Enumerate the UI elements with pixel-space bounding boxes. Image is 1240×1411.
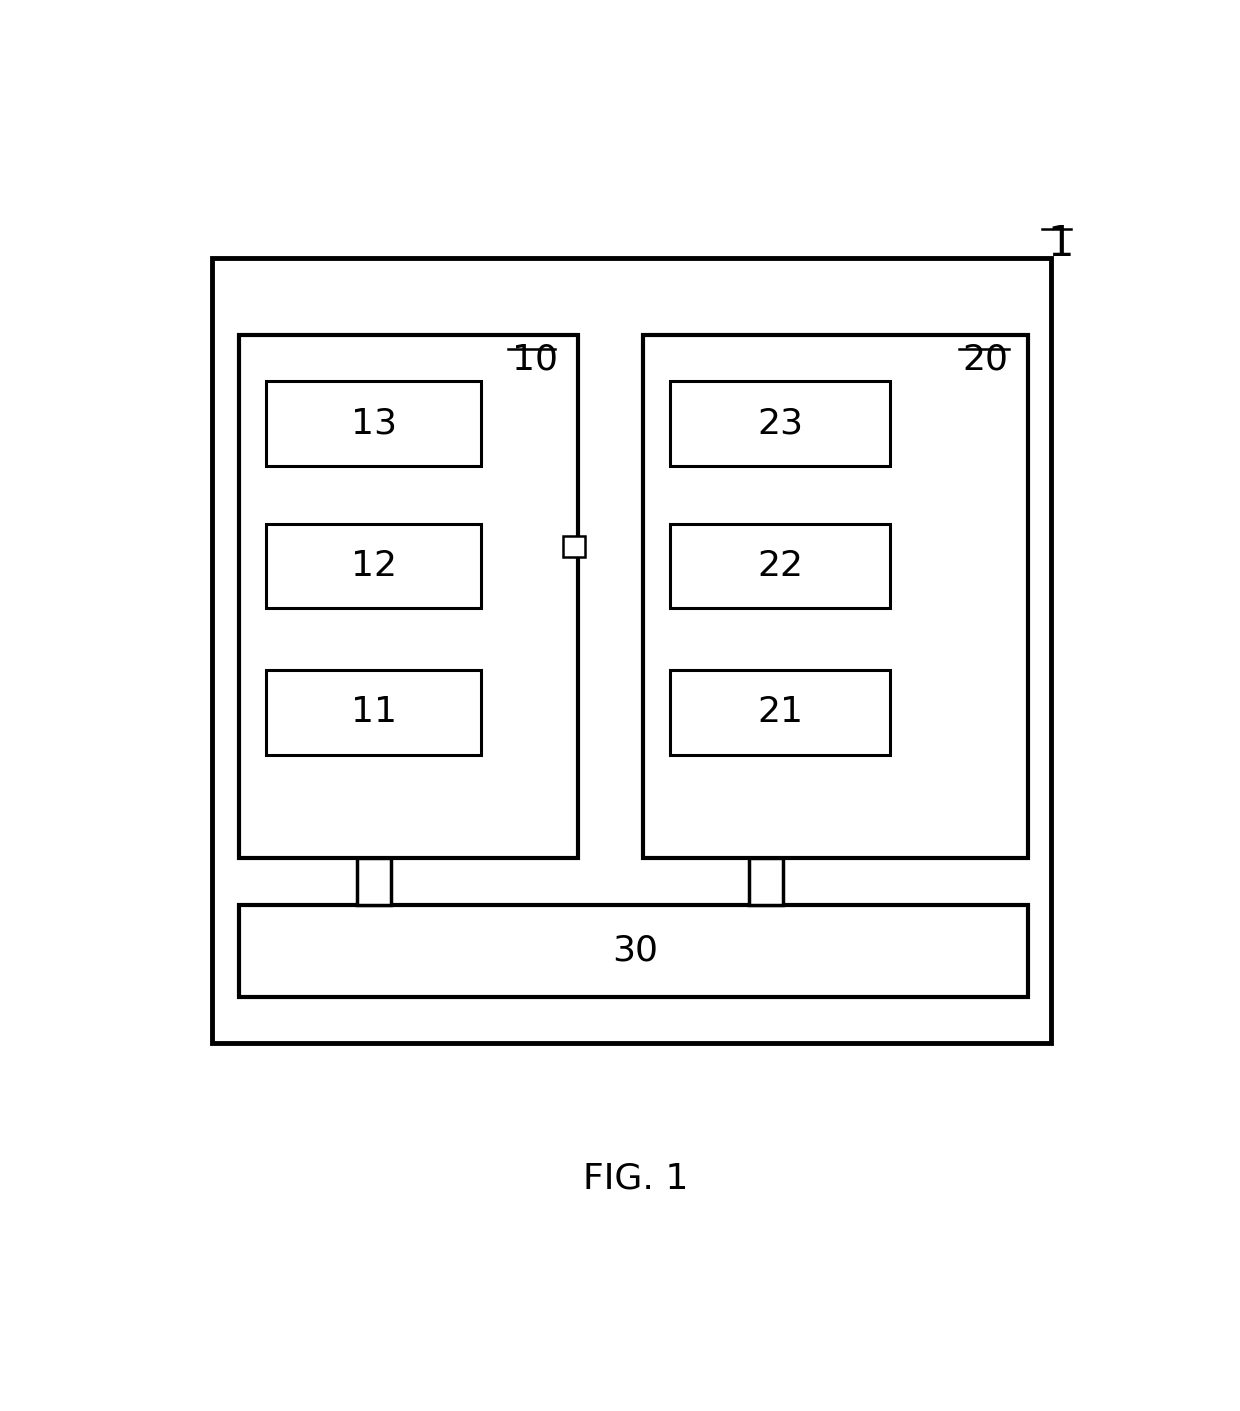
Bar (644, 334, 1028, 858)
Text: 30: 30 (613, 934, 658, 968)
Bar (670, 381, 889, 466)
Bar (239, 334, 578, 858)
Bar (670, 670, 889, 755)
Text: 12: 12 (351, 549, 397, 583)
Text: 20: 20 (962, 343, 1009, 377)
Text: 22: 22 (756, 549, 802, 583)
Text: 11: 11 (351, 696, 397, 729)
Text: FIG. 1: FIG. 1 (583, 1161, 688, 1195)
Text: 13: 13 (351, 406, 397, 440)
Bar (239, 904, 1028, 998)
Bar (563, 536, 585, 557)
Bar (265, 670, 481, 755)
Bar (212, 258, 1052, 1043)
Text: 10: 10 (512, 343, 558, 377)
Text: 23: 23 (756, 406, 802, 440)
Bar (265, 523, 481, 608)
Text: 21: 21 (756, 696, 802, 729)
Bar (670, 523, 889, 608)
Bar (749, 858, 784, 904)
Bar (357, 858, 391, 904)
Bar (265, 381, 481, 466)
Text: 1: 1 (1048, 223, 1074, 265)
